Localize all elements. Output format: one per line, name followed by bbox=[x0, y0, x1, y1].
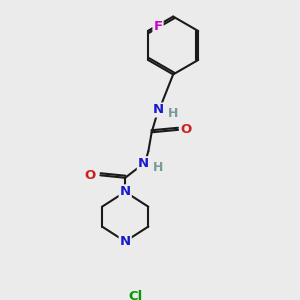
Text: Cl: Cl bbox=[128, 290, 142, 300]
Text: H: H bbox=[168, 107, 178, 120]
Text: N: N bbox=[120, 235, 131, 248]
Text: O: O bbox=[181, 123, 192, 136]
Text: O: O bbox=[85, 169, 96, 182]
Text: F: F bbox=[153, 20, 163, 32]
Text: H: H bbox=[153, 160, 164, 173]
Text: N: N bbox=[153, 103, 164, 116]
Text: N: N bbox=[138, 157, 149, 170]
Text: N: N bbox=[120, 185, 131, 198]
